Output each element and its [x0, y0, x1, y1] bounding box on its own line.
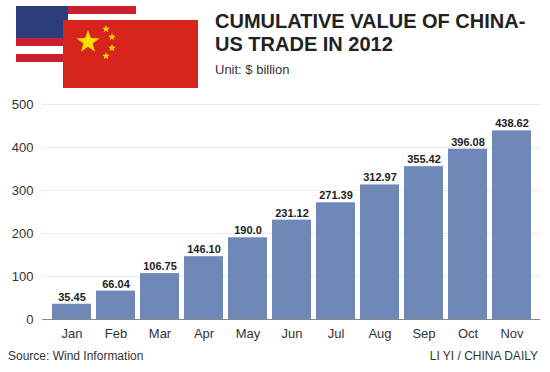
svg-text:Sep: Sep — [412, 326, 435, 341]
svg-text:0: 0 — [26, 312, 33, 327]
svg-text:35.45: 35.45 — [58, 291, 86, 303]
svg-text:Jan: Jan — [62, 326, 83, 341]
svg-text:300: 300 — [12, 183, 34, 198]
svg-text:500: 500 — [12, 97, 34, 112]
svg-text:190.0: 190.0 — [234, 224, 262, 236]
svg-text:Jun: Jun — [282, 326, 303, 341]
svg-text:Nov: Nov — [500, 326, 524, 341]
html-text:Source: Wind Information: Source: Wind Information — [8, 349, 144, 363]
html-text:Unit: $ billion: Unit: $ billion — [215, 62, 290, 77]
svg-text:106.75: 106.75 — [143, 260, 177, 272]
svg-text:Mar: Mar — [149, 326, 172, 341]
svg-text:100: 100 — [12, 269, 34, 284]
svg-text:May: May — [236, 326, 261, 341]
svg-text:146.10: 146.10 — [187, 243, 221, 255]
svg-text:438.62: 438.62 — [495, 117, 529, 129]
html-text:LI YI / CHINA DAILY: LI YI / CHINA DAILY — [429, 349, 538, 363]
svg-text:Feb: Feb — [105, 326, 127, 341]
html-text:CUMULATIVE VALUE OF CHINA-US T: CUMULATIVE VALUE OF CHINA-US TRADE IN 20… — [215, 10, 526, 55]
svg-text:66.04: 66.04 — [102, 278, 130, 290]
svg-text:271.39: 271.39 — [319, 189, 353, 201]
svg-text:Oct: Oct — [458, 326, 479, 341]
svg-text:355.42: 355.42 — [407, 153, 441, 165]
svg-text:312.97: 312.97 — [363, 171, 397, 183]
svg-text:Aug: Aug — [368, 326, 391, 341]
svg-text:Jul: Jul — [328, 326, 345, 341]
svg-text:400: 400 — [12, 140, 34, 155]
svg-text:396.08: 396.08 — [451, 136, 485, 148]
svg-text:200: 200 — [12, 226, 34, 241]
svg-text:Apr: Apr — [194, 326, 215, 341]
svg-text:231.12: 231.12 — [275, 207, 309, 219]
